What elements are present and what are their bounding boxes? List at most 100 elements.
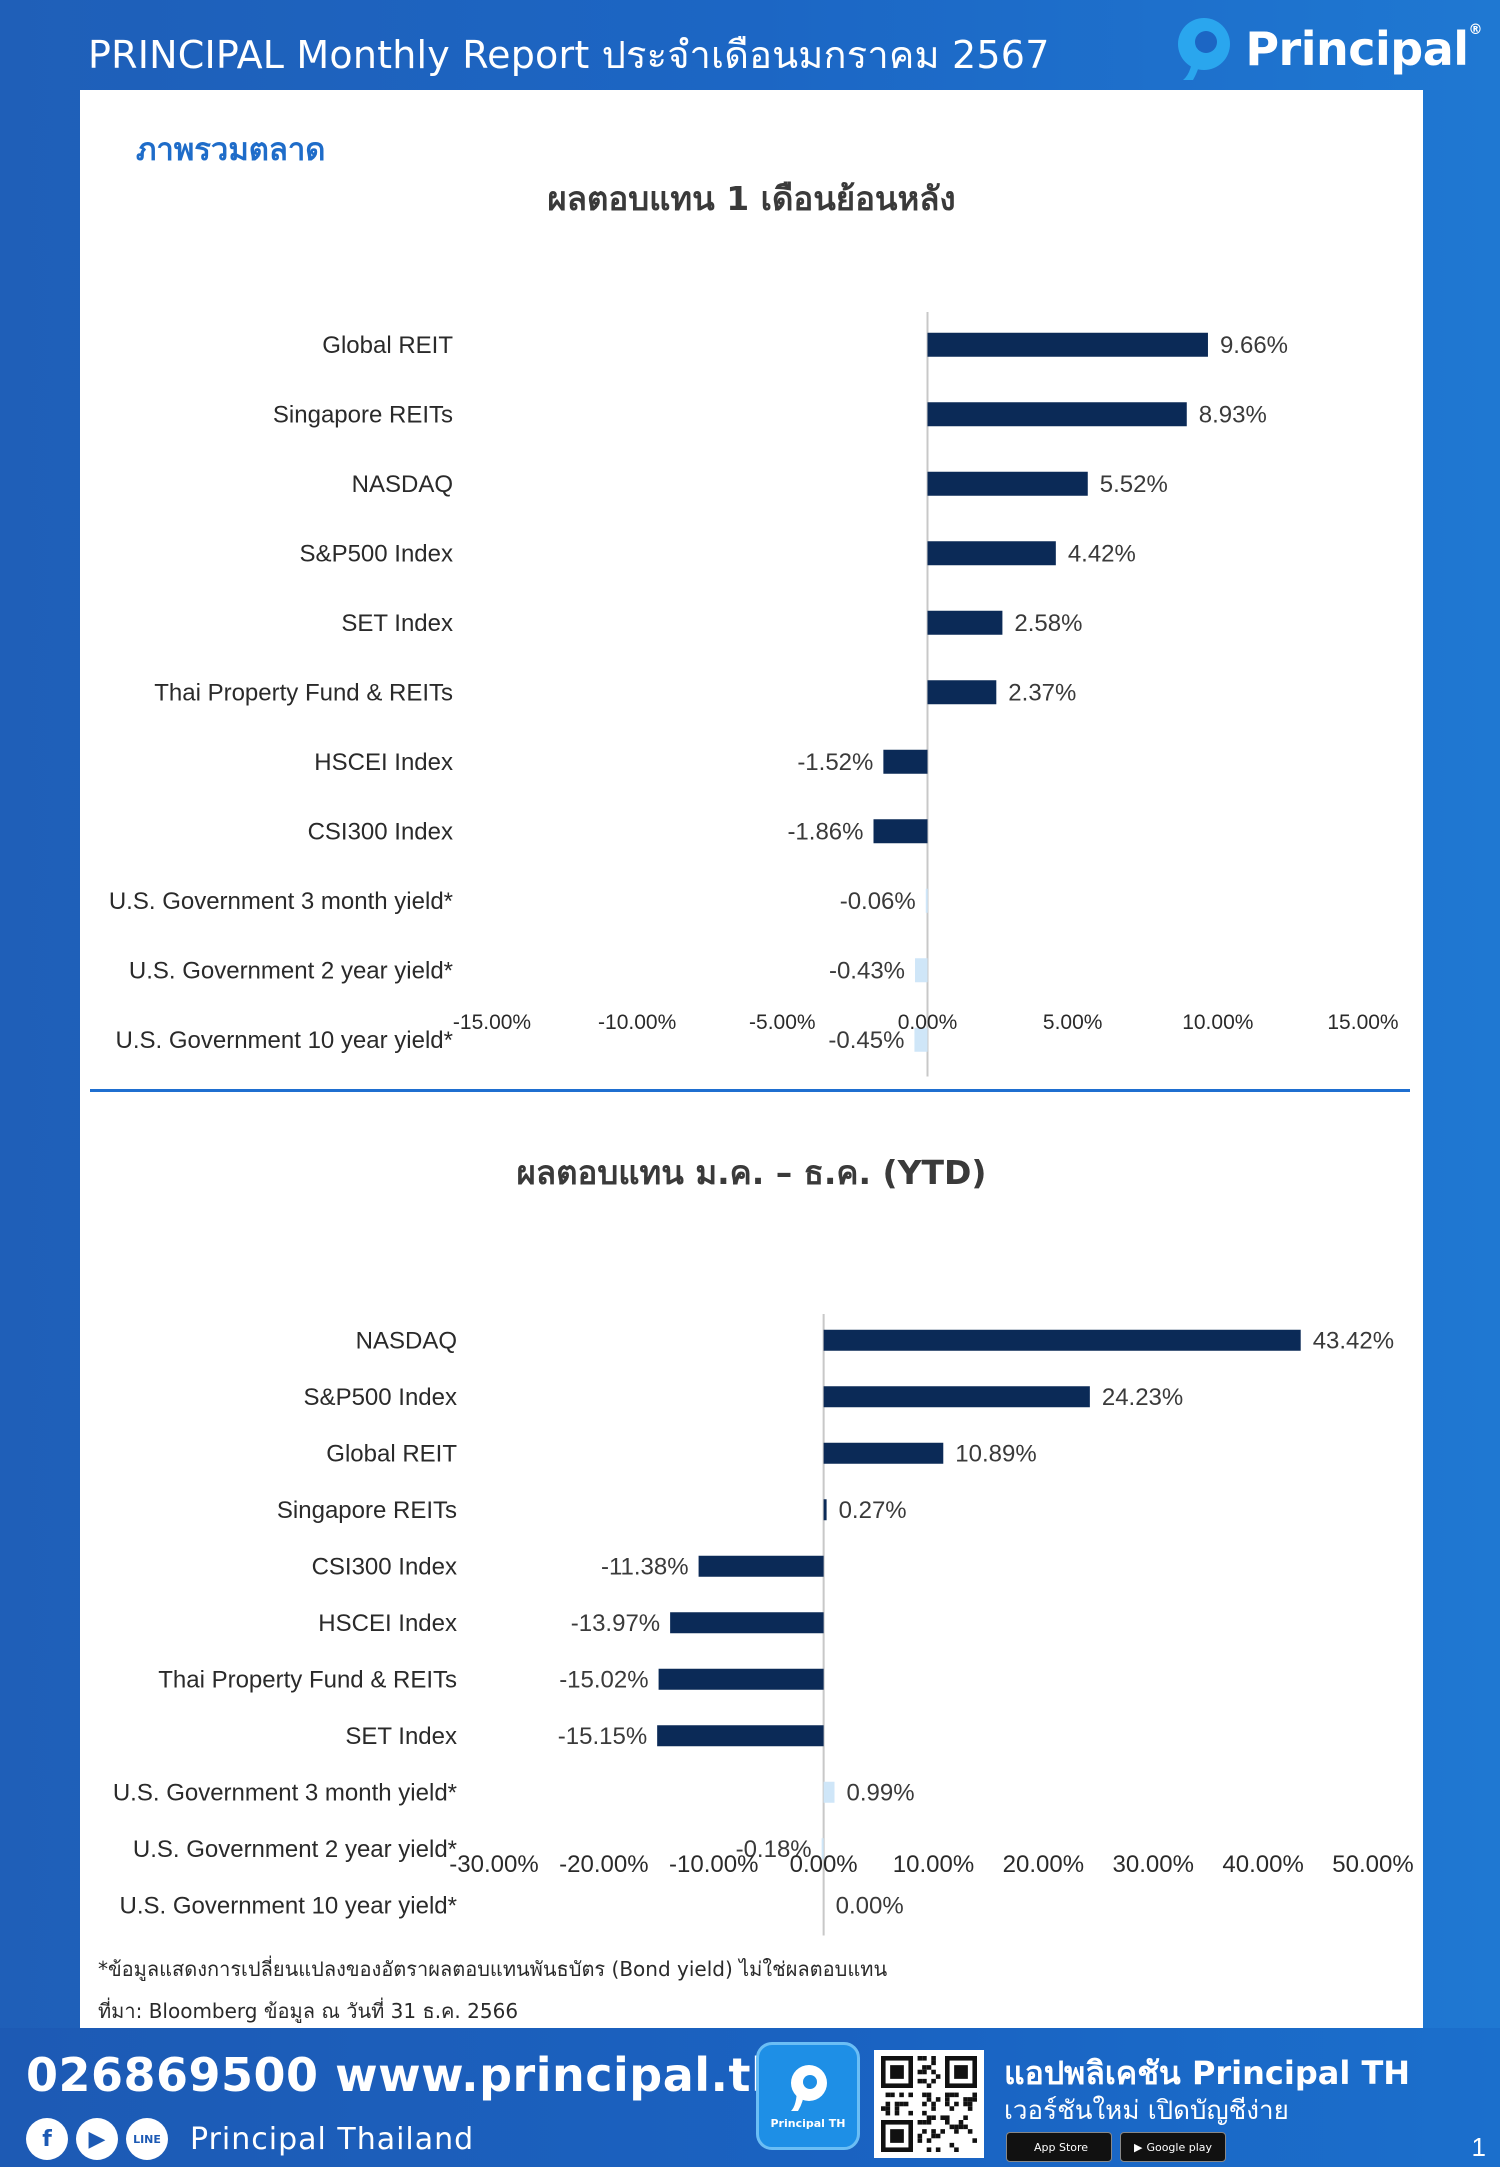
- bar: [927, 610, 1003, 635]
- line-icon[interactable]: LINE: [126, 2118, 168, 2160]
- youtube-icon[interactable]: ▶: [76, 2118, 118, 2160]
- logo-wordmark: Principal®: [1245, 22, 1482, 76]
- app-subtitle: เวอร์ชันใหม่ เปิดบัญชีง่าย: [1004, 2096, 1289, 2126]
- bar: [821, 1838, 824, 1860]
- data-label: 24.23%: [1102, 1384, 1183, 1411]
- data-label: -0.45%: [828, 1027, 904, 1054]
- bar: [823, 1386, 1090, 1408]
- footer-brand: Principal Thailand: [190, 2121, 475, 2157]
- bar: [823, 1329, 1301, 1351]
- data-label: -11.38%: [601, 1553, 689, 1580]
- section-divider: [90, 1089, 1410, 1092]
- x-tick-label: 10.00%: [1182, 1011, 1253, 1034]
- category-label: CSI300 Index: [308, 818, 453, 845]
- x-tick-label: 10.00%: [893, 1851, 974, 1878]
- category-label: Singapore REITs: [277, 1497, 457, 1524]
- play-icon: ▶: [1133, 2140, 1143, 2154]
- bar: [927, 471, 1088, 496]
- principal-logo-icon: [1178, 18, 1231, 80]
- bar: [927, 402, 1187, 427]
- data-label: 2.58%: [1014, 610, 1082, 637]
- bar: [914, 1027, 928, 1052]
- category-label: Thai Property Fund & REITs: [154, 679, 453, 706]
- category-label: U.S. Government 2 year yield*: [133, 1836, 457, 1863]
- x-tick-label: -10.00%: [598, 1011, 676, 1034]
- footnote-bond-yield: *ข้อมูลแสดงการเปลี่ยนแปลงของอัตราผลตอบแท…: [98, 1957, 888, 1981]
- data-label: -1.52%: [797, 749, 873, 776]
- data-label: 9.66%: [1220, 332, 1288, 359]
- category-label: S&P500 Index: [304, 1384, 457, 1411]
- bar: [823, 1781, 835, 1803]
- page-number: 1: [1471, 2132, 1486, 2162]
- x-tick-label: 0.00%: [898, 1011, 958, 1034]
- qr-code-icon: [881, 2056, 977, 2152]
- data-label: -1.86%: [787, 818, 863, 845]
- category-label: Global REIT: [322, 332, 453, 359]
- data-label: -15.15%: [558, 1723, 647, 1750]
- bar: [925, 888, 928, 913]
- x-tick-label: 5.00%: [1043, 1011, 1103, 1034]
- data-label: -0.18%: [736, 1836, 812, 1863]
- qr-code[interactable]: [874, 2050, 984, 2158]
- data-label: 0.27%: [839, 1497, 907, 1524]
- x-tick-label: 0.00%: [790, 1851, 858, 1878]
- data-label: 4.42%: [1068, 540, 1136, 567]
- category-label: HSCEI Index: [318, 1610, 457, 1637]
- bar: [927, 541, 1056, 566]
- x-tick-label: 40.00%: [1222, 1851, 1303, 1878]
- x-tick-label: -10.00%: [669, 1851, 758, 1878]
- category-label: U.S. Government 3 month yield*: [113, 1779, 457, 1806]
- principal-logo: Principal®: [1173, 14, 1482, 84]
- category-label: HSCEI Index: [314, 749, 453, 776]
- category-label: Singapore REITs: [273, 401, 453, 428]
- x-tick-label: 50.00%: [1332, 1851, 1413, 1878]
- data-label: 43.42%: [1313, 1327, 1394, 1354]
- bar: [915, 958, 928, 983]
- data-label: -0.06%: [840, 888, 916, 915]
- category-label: Thai Property Fund & REITs: [158, 1666, 457, 1693]
- category-label: NASDAQ: [356, 1327, 457, 1354]
- category-label: CSI300 Index: [312, 1553, 457, 1580]
- x-tick-label: 20.00%: [1003, 1851, 1084, 1878]
- bar: [658, 1668, 824, 1690]
- category-label: SET Index: [341, 610, 453, 637]
- category-label: U.S. Government 10 year yield*: [116, 1027, 454, 1054]
- category-label: SET Index: [345, 1723, 457, 1750]
- x-tick-label: -15.00%: [453, 1011, 531, 1034]
- facebook-icon[interactable]: f: [26, 2118, 68, 2160]
- bar: [823, 1442, 944, 1464]
- bar: [927, 680, 997, 705]
- chart-title-ytd: ผลตอบแทน ม.ค. – ธ.ค. (YTD): [516, 1153, 987, 1192]
- bar: [823, 1499, 827, 1521]
- google-play-badge[interactable]: ▶ Google play: [1120, 2132, 1226, 2162]
- app-icon[interactable]: Principal TH: [756, 2042, 860, 2150]
- category-label: S&P500 Index: [300, 540, 453, 567]
- report-panel: ภาพรวมตลาด ผลตอบแทน 1 เดือนย้อนหลัง Glob…: [80, 90, 1423, 2028]
- bar: [927, 332, 1208, 357]
- chart-1m-returns: Global REIT 9.66% Singapore REITs 8.93% NASD…: [109, 312, 1399, 1077]
- category-label: U.S. Government 3 month yield*: [109, 888, 453, 915]
- bar: [657, 1725, 824, 1747]
- data-label: -0.43%: [829, 957, 905, 984]
- category-label: Global REIT: [326, 1440, 457, 1467]
- principal-app-icon: [791, 2064, 827, 2111]
- store-badges: App Store ▶ Google play: [1006, 2132, 1226, 2162]
- x-tick-label: -30.00%: [449, 1851, 538, 1878]
- data-label: 0.99%: [847, 1779, 915, 1806]
- section-title: ภาพรวมตลาด: [136, 132, 326, 168]
- app-title: แอปพลิเคชัน Principal TH: [1004, 2054, 1411, 2092]
- footnotes: *ข้อมูลแสดงการเปลี่ยนแปลงของอัตราผลตอบแท…: [98, 1948, 887, 2032]
- footer-contact[interactable]: 026869500 www.principal.th: [26, 2048, 785, 2102]
- category-label: U.S. Government 10 year yield*: [120, 1892, 458, 1919]
- data-label: 5.52%: [1100, 471, 1168, 498]
- app-store-badge[interactable]: App Store: [1006, 2132, 1112, 2162]
- chart-title-1m: ผลตอบแทน 1 เดือนย้อนหลัง: [547, 179, 956, 218]
- bar: [873, 819, 928, 844]
- x-tick-label: 30.00%: [1113, 1851, 1194, 1878]
- data-label: 0.00%: [836, 1892, 904, 1919]
- data-label: 8.93%: [1199, 401, 1267, 428]
- bar: [698, 1555, 824, 1577]
- report-title: PRINCIPAL Monthly Report ประจำเดือนมกราค…: [88, 33, 1050, 77]
- x-tick-label: -20.00%: [559, 1851, 648, 1878]
- x-tick-label: 15.00%: [1327, 1011, 1398, 1034]
